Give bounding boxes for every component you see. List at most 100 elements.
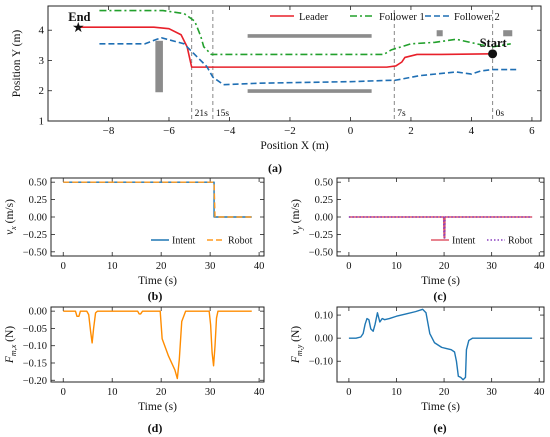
series-line-force bbox=[348, 308, 533, 381]
legend-label: Intent bbox=[172, 236, 196, 247]
x-tick-label: 40 bbox=[254, 261, 265, 272]
y-tick-label: −0.50 bbox=[309, 247, 333, 258]
start-marker-icon bbox=[488, 49, 498, 59]
chart-a: −8 −6 −4 −2 0 2 4 6 1 2 3 4 Position X (m) Position Y… bbox=[11, 5, 542, 152]
y-axis-label: vy (m/s) bbox=[290, 199, 304, 235]
x-tick-label: 20 bbox=[156, 261, 167, 272]
series-line-intent bbox=[348, 216, 533, 239]
time-marker-label: 0s bbox=[496, 109, 505, 119]
y-tick-label: 0.00 bbox=[29, 213, 47, 224]
y-tick-label: −0.10 bbox=[309, 357, 333, 368]
y-tick-label: −0.15 bbox=[23, 358, 47, 369]
x-tick-label: 0 bbox=[61, 387, 66, 398]
series-line-leader bbox=[78, 26, 493, 68]
legend-label: Intent bbox=[452, 236, 476, 247]
x-tick-label: 20 bbox=[156, 387, 167, 398]
y-tick-label: 0.50 bbox=[29, 178, 47, 189]
x-tick-label: 30 bbox=[486, 261, 497, 272]
chart-b: 0 10 20 30 40 −0.50 −0.25 0.00 0.25 0.50 Time (s) v… bbox=[4, 177, 265, 287]
series-line-follower-1 bbox=[99, 9, 511, 56]
x-axis-label: Time (s) bbox=[138, 275, 177, 287]
y-axis-label: Fm,y (N) bbox=[290, 326, 304, 364]
x-axis-label: Position X (m) bbox=[260, 140, 329, 152]
time-marker-label: 21s bbox=[195, 109, 209, 119]
y-axis-label: Position Y (m) bbox=[11, 30, 23, 98]
x-tick-label: 10 bbox=[107, 261, 118, 272]
plot-area bbox=[348, 216, 533, 239]
y-tick-label: 1 bbox=[39, 116, 45, 128]
legend-label: Leader bbox=[299, 12, 329, 23]
plot-area bbox=[348, 308, 533, 381]
legend-label: Robot bbox=[508, 236, 533, 247]
y-tick-label: 0.25 bbox=[315, 195, 333, 206]
plot-frame bbox=[336, 306, 545, 383]
panel-label-a: (a) bbox=[268, 161, 282, 175]
y-tick-label: −0.10 bbox=[23, 341, 47, 352]
y-tick-label: 0.00 bbox=[315, 213, 333, 224]
x-tick-label: −6 bbox=[163, 125, 175, 137]
panel-label-d: (d) bbox=[148, 421, 163, 435]
chart-c: 0 10 20 30 40 −0.50 −0.25 0.00 0.25 0.50 Time (s) v… bbox=[290, 177, 545, 287]
panel-label-e: (e) bbox=[433, 421, 446, 435]
panel-label-c: (c) bbox=[433, 289, 446, 303]
x-axis-label: Time (s) bbox=[421, 275, 460, 287]
x-tick-label: 10 bbox=[391, 387, 402, 398]
x-tick-label: 30 bbox=[205, 387, 216, 398]
x-tick-label: −8 bbox=[103, 125, 115, 137]
x-tick-label: 4 bbox=[469, 125, 475, 137]
y-tick-label: 2 bbox=[39, 85, 45, 97]
x-tick-label: −2 bbox=[284, 125, 296, 137]
x-tick-label: 40 bbox=[254, 387, 265, 398]
plot-area bbox=[63, 310, 252, 380]
x-tick-label: 0 bbox=[348, 125, 354, 137]
y-axis-label: Fm,x (N) bbox=[4, 326, 18, 364]
x-tick-label: 30 bbox=[205, 261, 216, 272]
x-axis-label: Time (s) bbox=[138, 401, 177, 413]
panel-label-b: (b) bbox=[148, 289, 163, 303]
y-tick-label: −0.20 bbox=[23, 376, 47, 387]
start-label: Start bbox=[480, 36, 508, 50]
y-tick-label: −0.50 bbox=[23, 247, 47, 258]
x-tick-label: 30 bbox=[486, 387, 497, 398]
legend-label: Robot bbox=[228, 236, 253, 247]
x-tick-label: 20 bbox=[439, 261, 450, 272]
y-tick-label: −0.25 bbox=[23, 230, 47, 241]
x-axis-label: Time (s) bbox=[421, 401, 460, 413]
series-line-robot bbox=[348, 216, 533, 239]
plot-area bbox=[63, 181, 252, 218]
obstacle bbox=[247, 89, 372, 93]
y-tick-label: −0.25 bbox=[309, 230, 333, 241]
y-tick-label: 0.00 bbox=[29, 307, 47, 318]
chart-d: 0 10 20 30 40 −0.20 −0.15 −0.10 −0.05 0.00 Time (s… bbox=[4, 306, 265, 413]
plot-frame bbox=[47, 5, 542, 122]
x-tick-label: 0 bbox=[346, 261, 351, 272]
x-tick-label: 40 bbox=[534, 261, 545, 272]
chart-e: 0 10 20 30 40 −0.10 0.00 0.10 Time (s) Fm,y (N) bbox=[290, 306, 545, 413]
x-tick-label: −4 bbox=[224, 125, 236, 137]
x-tick-label: 0 bbox=[346, 387, 351, 398]
obstacle bbox=[247, 34, 372, 38]
obstacle bbox=[503, 30, 513, 37]
series-line-follower-2 bbox=[99, 36, 517, 86]
legend-label: Follower 1 bbox=[379, 12, 425, 23]
end-label: End bbox=[68, 10, 90, 24]
y-tick-label: 0.50 bbox=[315, 178, 333, 189]
y-tick-label: 0.25 bbox=[29, 195, 47, 206]
x-tick-label: 0 bbox=[61, 261, 66, 272]
series-line-robot bbox=[63, 181, 252, 218]
time-marker-label: 7s bbox=[397, 109, 406, 119]
y-tick-label: 3 bbox=[39, 55, 45, 67]
plot-area bbox=[78, 9, 517, 121]
y-tick-label: −0.05 bbox=[23, 324, 47, 335]
y-tick-label: 0.00 bbox=[315, 334, 333, 345]
plot-frame bbox=[50, 306, 265, 383]
x-tick-label: 10 bbox=[391, 261, 402, 272]
end-marker-icon: ★ bbox=[72, 21, 85, 36]
time-marker-label: 15s bbox=[216, 109, 230, 119]
series-line-force bbox=[63, 310, 252, 380]
y-axis-label: vx (m/s) bbox=[4, 199, 18, 235]
y-tick-label: 4 bbox=[39, 25, 45, 37]
y-tick-label: 0.10 bbox=[315, 311, 333, 322]
series-line-intent bbox=[63, 181, 252, 218]
